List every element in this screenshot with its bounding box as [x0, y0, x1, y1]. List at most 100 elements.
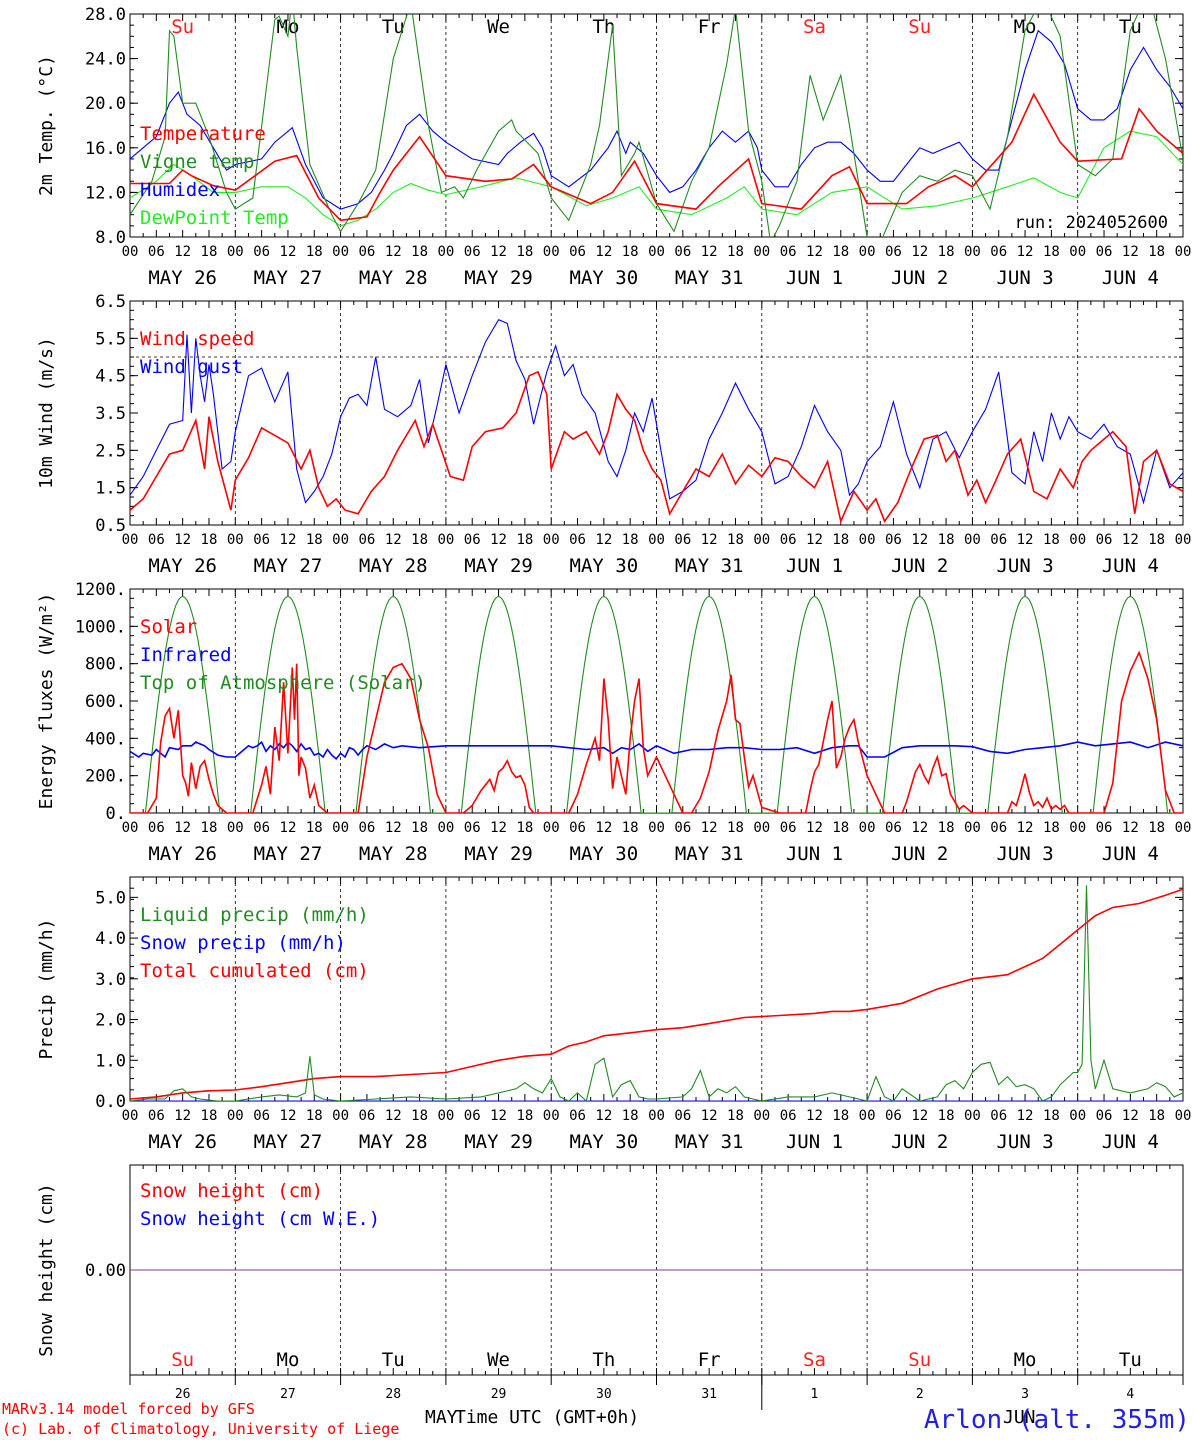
panels: 28.024.020.016.012.08.02m Temp. (°C)00 06… — [36, 5, 1192, 1410]
x-hour-label: 18 — [1148, 1108, 1165, 1124]
x-hour-label: 18 — [832, 244, 849, 260]
x-date-label: MAY 30 — [570, 555, 639, 577]
x-hour-label: 12 — [1122, 244, 1139, 260]
x-date-label: MAY 27 — [254, 267, 323, 289]
x-hour-label: 12 — [1017, 820, 1034, 836]
y-tick-label: 1.0 — [95, 1051, 126, 1071]
credit-line-2: (c) Lab. of Climatology, University of L… — [2, 1420, 399, 1438]
x-hour-label: 18 — [832, 1108, 849, 1124]
panel-frame — [129, 300, 1184, 526]
day-of-week-label: We — [487, 16, 510, 38]
series-line-total-cumulated-cm- — [130, 888, 1183, 1100]
x-hour-label: 06 — [1096, 532, 1113, 548]
x-hour-label: 18 — [516, 1108, 533, 1124]
x-hour-label: 00 — [648, 1108, 665, 1124]
x-date-label: MAY 31 — [675, 843, 744, 865]
x-hour-label: 18 — [201, 532, 218, 548]
x-hour-label: 00 — [437, 244, 454, 260]
series-line-temperature — [130, 92, 1183, 222]
x-hour-label: 06 — [148, 244, 165, 260]
x-hour-label: 06 — [358, 532, 375, 548]
x-hour-label: 12 — [174, 1108, 191, 1124]
x-date-label: JUN 3 — [996, 1131, 1053, 1153]
x-hour-label: 18 — [201, 244, 218, 260]
x-hour-label: 12 — [595, 1108, 612, 1124]
x-date-label: MAY 28 — [359, 267, 428, 289]
x-hour-label: 12 — [701, 244, 718, 260]
x-hour-label: 00 — [122, 244, 139, 260]
x-date-label: JUN 4 — [1102, 843, 1159, 865]
x-date-label: JUN 3 — [996, 843, 1053, 865]
x-date-label: MAY 28 — [359, 1131, 428, 1153]
y-tick-label: 0.00 — [85, 1261, 126, 1281]
x-hour-label: 12 — [280, 820, 297, 836]
x-hour-label: 00 — [437, 820, 454, 836]
x-date-label: MAY 29 — [464, 267, 533, 289]
y-tick-label: 0. — [106, 804, 126, 824]
x-date-label: MAY 29 — [464, 555, 533, 577]
x-hour-label: 06 — [464, 532, 481, 548]
day-number-label: 3 — [1021, 1387, 1029, 1402]
x-hour-label: 18 — [622, 532, 639, 548]
x-hour-label: 06 — [780, 244, 797, 260]
x-hour-label: 06 — [780, 820, 797, 836]
x-hour-label: 06 — [1096, 1108, 1113, 1124]
x-date-label: MAY 27 — [254, 1131, 323, 1153]
x-hour-label: 18 — [938, 1108, 955, 1124]
x-date-label: MAY 30 — [570, 267, 639, 289]
x-hour-label: 00 — [1175, 244, 1192, 260]
x-hour-label: 12 — [911, 1108, 928, 1124]
x-hour-label: 12 — [701, 820, 718, 836]
x-date-label: MAY 28 — [359, 843, 428, 865]
x-date-label: MAY 28 — [359, 555, 428, 577]
x-hour-label: 18 — [1148, 532, 1165, 548]
x-hour-label: 12 — [174, 820, 191, 836]
x-hour-label: 18 — [516, 532, 533, 548]
x-hour-label: 00 — [227, 532, 244, 548]
y-tick-label: 12.0 — [85, 183, 126, 203]
day-of-week-label: Su — [908, 1349, 931, 1371]
x-hour-label: 06 — [674, 244, 691, 260]
x-hour-label: 06 — [569, 820, 586, 836]
x-hour-label: 18 — [516, 244, 533, 260]
panel-2: 6.5 5.5 4.5 3.5 2.5 1.5 0.5 10m Wind (m/s) 00 06 1… — [36, 292, 1191, 577]
x-hour-label: 00 — [122, 1108, 139, 1124]
x-date-label: MAY 26 — [148, 843, 217, 865]
x-hour-label: 06 — [569, 244, 586, 260]
x-date-label: MAY 29 — [464, 1131, 533, 1153]
x-hour-label: 00 — [964, 820, 981, 836]
day-of-week-label: Tu — [382, 1349, 405, 1371]
day-of-week-label: Fr — [698, 16, 721, 38]
x-hour-label: 18 — [938, 820, 955, 836]
panel-frame — [129, 588, 1184, 814]
y-tick-label: 24.0 — [85, 50, 126, 70]
y-tick-label: 1.5 — [95, 479, 126, 499]
x-hour-label: 00 — [964, 244, 981, 260]
legend-infrared: Infrared — [140, 644, 232, 666]
day-number-label: 27 — [280, 1387, 296, 1402]
x-hour-label: 06 — [569, 1108, 586, 1124]
day-number-label: 28 — [385, 1387, 401, 1402]
y-tick-label: 2.0 — [95, 1011, 126, 1031]
panel-3: 1200. 1000. 800. 600. 400. 200. 0. Energy fluxe… — [36, 580, 1191, 865]
series-line-vigne-temp — [130, 14, 1183, 237]
x-hour-label: 12 — [174, 532, 191, 548]
x-hour-label: 06 — [148, 532, 165, 548]
x-hour-label: 06 — [464, 244, 481, 260]
legend-top-of-atmosphere-solar-: Top of Atmosphere (Solar) — [140, 672, 426, 694]
x-hour-label: 06 — [780, 1108, 797, 1124]
x-hour-label: 18 — [727, 820, 744, 836]
x-hour-label: 18 — [1043, 820, 1060, 836]
x-hour-label: 00 — [122, 820, 139, 836]
x-date-label: JUN 4 — [1102, 555, 1159, 577]
station-name: Arlon (alt. 355m) — [924, 1405, 1190, 1435]
x-hour-label: 06 — [358, 244, 375, 260]
x-hour-label: 12 — [806, 244, 823, 260]
x-hour-label: 06 — [885, 244, 902, 260]
y-tick-label: 2.5 — [95, 441, 126, 461]
x-hour-label: 12 — [911, 532, 928, 548]
x-hour-label: 18 — [622, 244, 639, 260]
day-of-week-label: Sa — [803, 16, 826, 38]
day-number-label: 26 — [175, 1387, 191, 1402]
x-date-label: MAY 31 — [675, 555, 744, 577]
